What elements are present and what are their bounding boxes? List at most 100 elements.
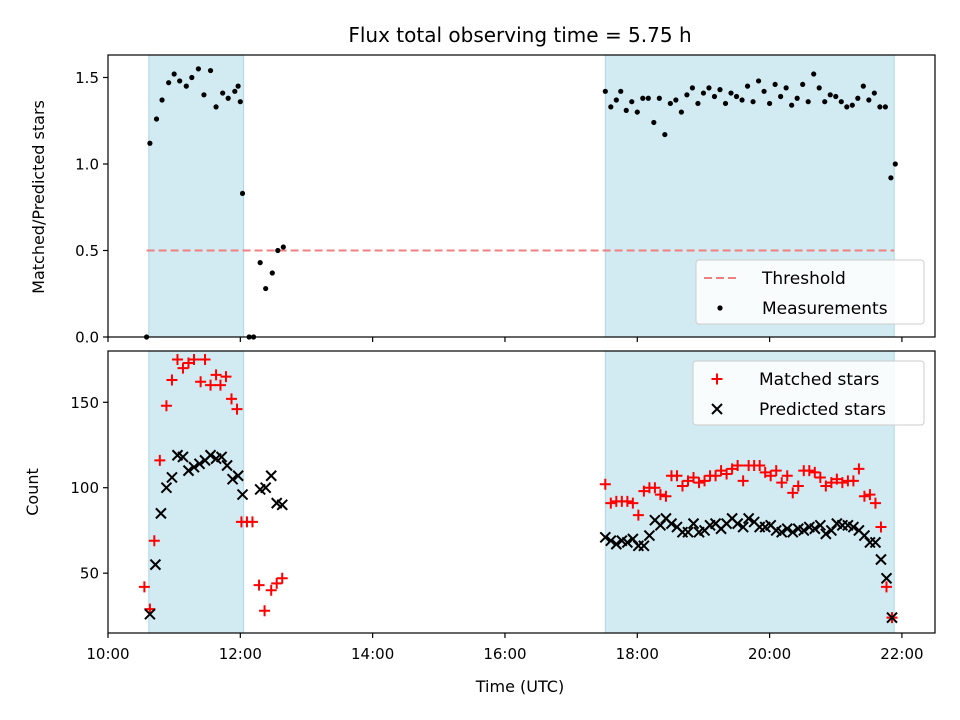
bottom-predicted-stars-point — [886, 611, 898, 624]
bottom-predicted-stars-point — [638, 540, 650, 552]
top-measurements-point — [838, 99, 844, 105]
top-measurements-point — [860, 83, 866, 89]
top-measurements-point — [673, 97, 679, 103]
bottom-predicted-stars-point — [610, 538, 623, 550]
top-measurements-point — [645, 95, 651, 101]
top-measurements-point — [608, 104, 614, 110]
top-measurements-point — [783, 85, 789, 91]
top-measurements-point — [827, 92, 833, 98]
top-measurements-point — [739, 97, 745, 103]
top-y-tick-label: 0.0 — [75, 329, 99, 347]
bottom-y-tick-label: 150 — [70, 394, 99, 412]
x-tick-label: 22:00 — [880, 645, 923, 663]
top-measurements-point — [767, 100, 773, 107]
bottom-predicted-stars-point — [731, 517, 744, 530]
bottom-matched-stars-point — [632, 509, 644, 521]
bottom-predicted-stars-point — [621, 536, 634, 549]
top-measurements-point — [855, 95, 861, 101]
x-tick-label: 20:00 — [748, 645, 791, 663]
bottom-matched-stars-point — [199, 354, 211, 366]
bottom-matched-stars-point — [621, 495, 633, 507]
top-measurements-point — [623, 107, 629, 113]
bottom-matched-stars-point — [853, 463, 865, 475]
top-measurements-point — [207, 67, 214, 74]
x-tick-label: 10:00 — [86, 645, 129, 663]
bottom-matched-stars-point — [809, 466, 821, 478]
top-measurements-point — [871, 90, 877, 96]
top-measurements-point — [257, 260, 263, 266]
bottom-axes-frame — [107, 350, 936, 634]
bottom-matched-stars-point — [171, 354, 183, 366]
top-measurements-point — [728, 90, 734, 96]
top-legend-box — [695, 259, 925, 325]
top-measurements-point — [877, 104, 883, 110]
bottom-predicted-stars-point — [166, 471, 178, 484]
bottom-predicted-stars-point — [776, 526, 788, 538]
bottom-matched-stars-point — [660, 490, 672, 502]
top-measurements-point — [166, 80, 172, 86]
bottom-y-tick-label: 50 — [80, 565, 99, 583]
bottom-matched-stars-point — [225, 393, 237, 405]
bottom-predicted-stars-point — [809, 523, 821, 535]
bottom-matched-stars-point — [759, 466, 771, 478]
chart-title: Flux total observing time = 5.75 h — [348, 23, 691, 47]
bottom-matched-stars-point — [814, 471, 826, 483]
bottom-predicted-stars-point — [193, 458, 206, 470]
top-legend-label: Threshold — [761, 269, 846, 289]
top-measurements-point — [613, 97, 619, 103]
top-measurements-point — [816, 85, 822, 91]
bottom-matched-stars-point — [836, 477, 848, 489]
top-measurements-point — [629, 99, 635, 105]
bottom-predicted-stars-point — [605, 535, 617, 547]
bottom-matched-stars-point — [765, 470, 777, 482]
bottom-matched-stars-point — [682, 475, 694, 487]
bottom-predicted-stars-point — [276, 499, 288, 511]
bottom-matched-stars-point — [605, 497, 617, 509]
bottom-matched-stars-point — [671, 470, 683, 482]
bottom-matched-stars-point — [726, 463, 738, 475]
bottom-matched-stars-point — [246, 516, 258, 528]
bottom-matched-stars-point — [259, 605, 271, 617]
bottom-matched-stars-point — [831, 473, 843, 485]
top-measurements-point — [684, 92, 690, 98]
bottom-matched-stars-point — [803, 465, 815, 477]
bottom-matched-stars-point — [177, 362, 189, 374]
top-measurements-point — [717, 87, 723, 93]
bottom-matched-stars-point — [210, 369, 222, 381]
bottom-predicted-stars-point — [149, 558, 162, 571]
top-measurements-point — [750, 99, 756, 105]
top-measurements-point — [700, 90, 707, 96]
top-measurements-point — [778, 93, 784, 100]
x-axis-label: Time (UTC) — [475, 677, 564, 696]
bottom-matched-stars-point — [654, 489, 666, 501]
bottom-matched-stars-point — [688, 471, 700, 483]
top-measurements-point — [844, 104, 850, 110]
top-measurements-point — [772, 81, 778, 88]
bottom-predicted-stars-point — [869, 536, 882, 549]
bottom-y-axis-label: Count — [23, 468, 42, 516]
top-measurements-point — [618, 88, 624, 94]
top-measurements-point — [761, 88, 767, 94]
bottom-matched-stars-point — [276, 572, 288, 584]
top-measurements-point — [183, 83, 189, 89]
top-measurements-point — [849, 102, 855, 108]
top-measurements-point — [225, 95, 231, 101]
bottom-matched-stars-point — [154, 454, 166, 466]
top-measurements-point — [711, 93, 718, 100]
bottom-matched-stars-point — [721, 468, 733, 480]
top-measurements-point — [171, 71, 177, 77]
bottom-matched-stars-point — [869, 497, 881, 509]
bottom-legend-box — [692, 360, 925, 426]
top-measurements-point — [263, 285, 269, 292]
top-measurements-point — [695, 100, 701, 107]
top-observing-window-1 — [148, 54, 245, 338]
top-measurements-point — [888, 175, 894, 181]
top-measurements-point — [177, 78, 183, 84]
top-measurements-point — [800, 81, 806, 88]
bottom-predicted-stars-point — [787, 526, 799, 538]
bottom-legend: Matched stars Predicted stars — [692, 360, 925, 426]
bottom-predicted-stars-point — [236, 488, 249, 501]
top-measurements-point — [656, 95, 662, 101]
top-panel: 0.0 0.5 1.0 1.5 Threshold Measurements — [75, 54, 936, 347]
